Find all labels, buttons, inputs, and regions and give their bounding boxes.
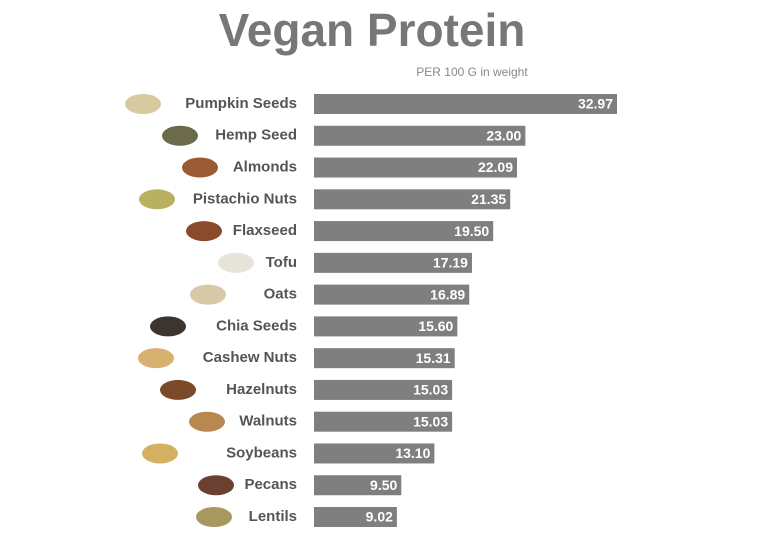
bar [314,284,470,305]
category-label: Flaxseed [233,222,297,239]
category-label: Pistachio Nuts [193,190,297,207]
value-label: 15.03 [413,382,448,398]
value-label: 16.89 [430,286,465,302]
category-label: Hazelnuts [226,381,297,398]
category-label: Almonds [233,159,297,176]
category-label: Lentils [249,508,297,525]
food-icon [138,348,174,369]
value-label: 15.60 [418,318,453,334]
bar [314,475,402,496]
food-icon [150,316,186,337]
value-label: 23.00 [486,127,521,143]
value-label: 15.31 [416,350,451,366]
food-icons [125,94,254,528]
category-label: Soybeans [226,444,297,461]
food-icon [186,221,222,242]
food-icon [142,443,178,464]
bar [314,443,435,464]
food-icon [198,475,234,496]
category-label: Hemp Seed [215,127,297,144]
value-label: 19.50 [454,223,489,239]
category-label: Cashew Nuts [203,349,297,366]
value-label: 15.03 [413,413,448,429]
bar [314,411,453,432]
bar [314,189,511,210]
food-icon [218,252,254,273]
value-label: 13.10 [395,445,430,461]
value-label: 22.09 [478,159,513,175]
food-icon [139,189,175,210]
bar [314,125,526,146]
value-label: 17.19 [433,255,468,271]
category-label: Walnuts [239,413,297,430]
bar [314,157,518,178]
value-label: 32.97 [578,96,613,112]
category-label: Pumpkin Seeds [185,95,297,112]
chart-subtitle: PER 100 G in weight [416,65,528,79]
category-label: Oats [264,286,297,303]
food-icon [189,411,225,432]
food-icon [160,379,196,400]
bar [314,348,455,369]
food-icon [162,125,198,146]
bar [314,221,494,242]
food-icon [125,94,161,114]
food-icon [182,157,218,178]
category-label: Pecans [244,476,297,493]
chart-title: Vegan Protein [219,4,526,56]
value-label: 9.50 [370,477,397,493]
bar [314,507,397,528]
food-icon [196,507,232,528]
value-label: 9.02 [366,509,393,525]
bar [314,379,453,400]
bar [314,94,617,114]
value-label: 21.35 [471,191,506,207]
bar [314,252,472,273]
category-label: Chia Seeds [216,317,297,334]
food-icon [190,284,226,305]
bar [314,316,458,337]
category-label: Tofu [266,254,297,271]
